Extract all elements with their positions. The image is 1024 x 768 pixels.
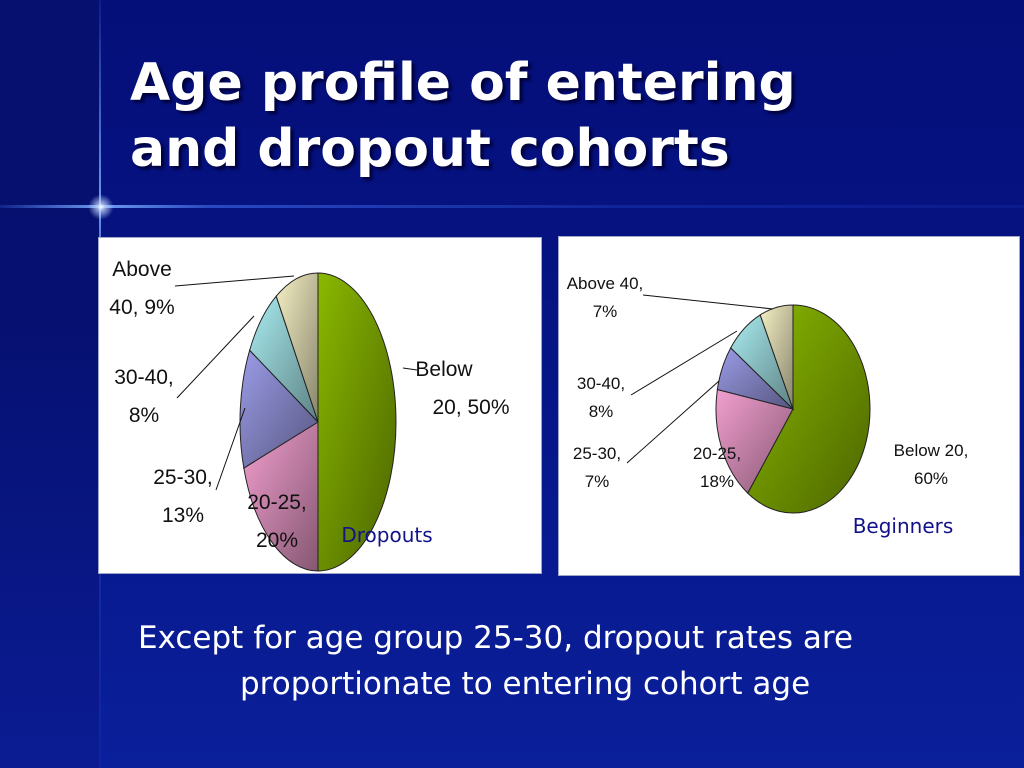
slice-label-below-20-line-1: Below 20, [894, 441, 969, 460]
pie-slice-25-30 [239, 349, 319, 469]
slice-label-above-40-line-2: 40, 9% [109, 296, 174, 319]
left-band-decoration [0, 0, 100, 768]
slide-body-line-2: proportionate to entering cohort age [240, 666, 811, 702]
slice-label-20-25-line-1: 20-25, [247, 491, 307, 514]
leader-line [626, 380, 720, 464]
pie-slice-above-40 [759, 304, 794, 410]
slide-title-line-2: and dropout cohorts [130, 119, 730, 179]
slice-label-20-25-line-2: 20% [256, 529, 298, 552]
pie-slice-20-25 [243, 421, 319, 572]
slice-label-30-40-line-1: 30-40, [114, 366, 174, 389]
slice-label-30-40-line-2: 8% [589, 402, 614, 421]
dropouts-pie-chart: Below 20, 50% 20-25, 20% 25-30, 13% 30-40, 8% Ab… [109, 258, 510, 572]
pie-slice-below-20 [317, 272, 397, 572]
leader-line [630, 330, 738, 396]
slice-label-20-25-line-2: 18% [700, 472, 734, 491]
slice-label-30-40-line-1: 30-40, [577, 374, 625, 393]
leader-line [402, 367, 418, 371]
slide-title: Age profile of entering and dropout coho… [130, 50, 990, 182]
beginners-chart-panel: Below 20, 60% 20-25, 18% 25-30, 7% 30-40, 8% Abo… [558, 236, 1020, 576]
slice-label-above-40-line-2: 7% [593, 302, 618, 321]
slice-label-25-30-line-1: 25-30, [573, 444, 621, 463]
slice-label-20-25-line-1: 20-25, [693, 444, 741, 463]
beginners-pie-chart: Below 20, 60% 20-25, 18% 25-30, 7% 30-40, 8% Abo… [567, 274, 969, 538]
slide-body-text: Except for age group 25-30, dropout rate… [138, 615, 998, 707]
slice-label-above-40-line-1: Above [112, 258, 172, 281]
leader-line [215, 407, 246, 491]
chart-caption-dropouts: Dropouts [341, 523, 432, 547]
pie-slice-below-20 [747, 304, 871, 514]
slice-label-below-20-line-2: 60% [914, 469, 948, 488]
horizontal-accent-line [0, 205, 1024, 208]
dropouts-chart-panel: Below 20, 50% 20-25, 20% 25-30, 13% 30-40, 8% Ab… [98, 237, 542, 574]
slice-label-below-20-line-1: Below [415, 358, 473, 381]
slice-label-below-20-line-2: 20, 50% [432, 396, 509, 419]
pie-slice-20-25 [715, 388, 794, 494]
slice-label-30-40-line-2: 8% [129, 404, 159, 427]
sparkle-decoration [86, 192, 116, 222]
slide-title-line-1: Age profile of entering [130, 53, 796, 113]
slice-label-25-30-line-2: 13% [162, 504, 204, 527]
pie-slice-above-40 [275, 272, 319, 423]
slice-label-25-30-line-2: 7% [585, 472, 610, 491]
leader-line [642, 294, 774, 310]
leader-line [174, 275, 295, 287]
leader-line [176, 315, 255, 399]
slice-label-above-40-line-1: Above 40, [567, 274, 644, 293]
slide-body-line-1: Except for age group 25-30, dropout rate… [138, 620, 854, 656]
chart-caption-beginners: Beginners [853, 514, 954, 538]
slice-label-25-30-line-1: 25-30, [153, 466, 213, 489]
